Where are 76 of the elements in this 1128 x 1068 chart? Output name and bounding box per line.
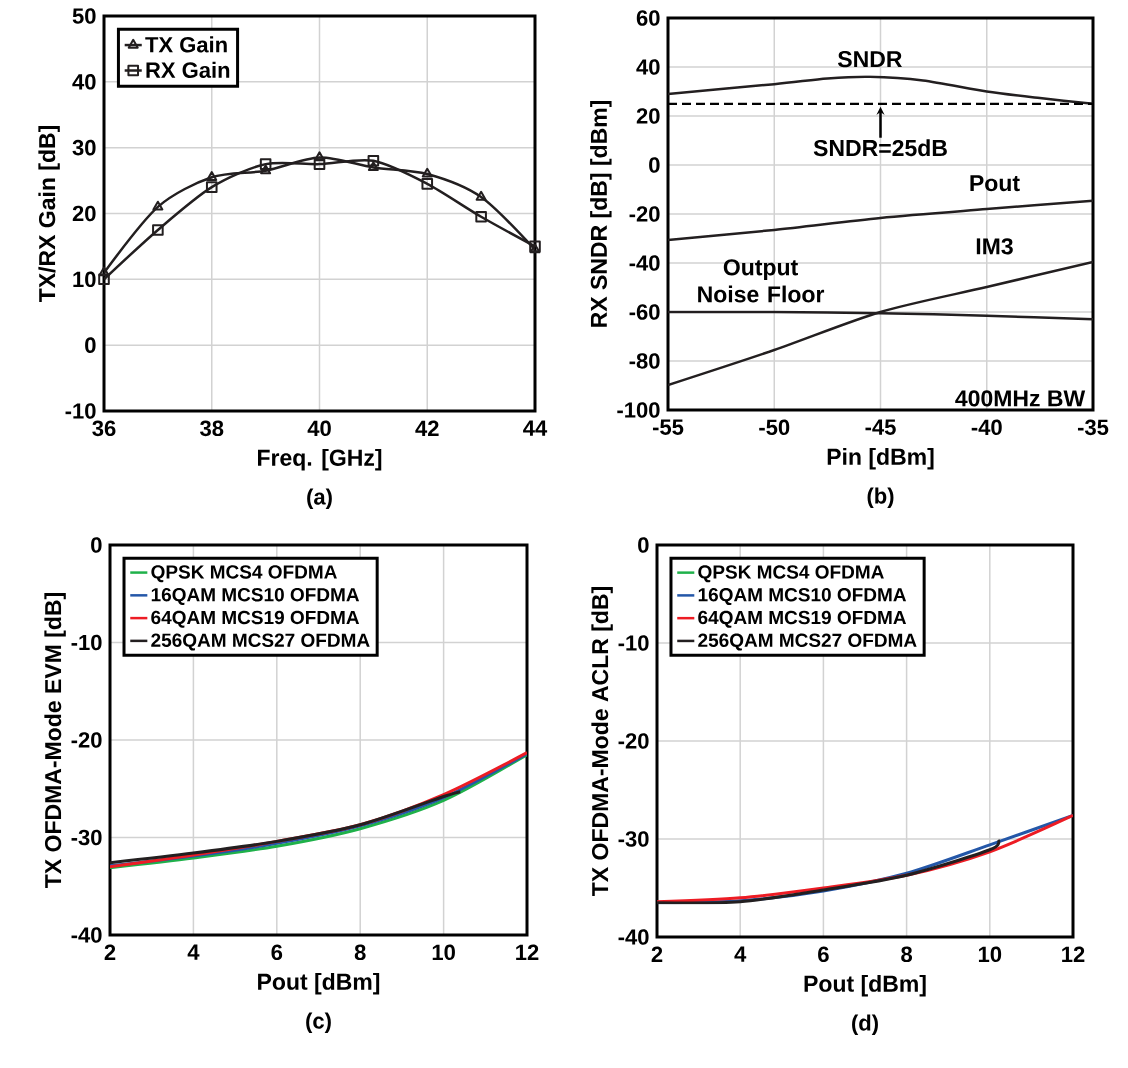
y-tick-label: -40 [618, 929, 649, 945]
legend-label: 64QAM MCS19 OFDMA [151, 610, 360, 628]
legend-label: SNDR=25dB [813, 139, 947, 157]
y-tick-label: 10 [73, 271, 96, 288]
text: (b) [867, 487, 894, 509]
y-tick-label: 20 [636, 108, 660, 124]
x-axis-title: Pin [dBm] [827, 447, 934, 470]
y-tick-label: 30 [72, 139, 96, 156]
y-tick-label: -40 [71, 927, 102, 943]
x-tick-label: 40 [307, 420, 331, 437]
legend-label: 256QAM MCS27 OFDMA [698, 633, 917, 651]
series-label: Pout [970, 175, 1020, 192]
x-tick-label: 8 [901, 946, 913, 963]
y-tick-label: 60 [636, 10, 660, 26]
y-tick-label: 0 [638, 537, 649, 553]
y-tick-label: 40 [636, 59, 660, 75]
legend-label: 16QAM MCS10 OFDMA [698, 588, 907, 606]
x-tick-label: 2 [651, 946, 663, 962]
text: (a) [307, 488, 332, 510]
legend-label: QPSK MCS4 OFDMA [151, 565, 337, 583]
x-tick-label: 42 [415, 420, 439, 436]
x-tick-label: -40 [971, 419, 1002, 436]
y-tick-label: -20 [71, 732, 102, 748]
x-tick-label: 10 [432, 944, 455, 961]
x-tick-label: 6 [271, 944, 283, 961]
x-tick-label: -35 [1077, 419, 1109, 436]
legend-label: 256QAM MCS27 OFDMA [151, 633, 370, 651]
series-label: SNDR [837, 50, 902, 68]
y-tick-label: -30 [618, 831, 649, 847]
y-tick-label: -80 [629, 353, 660, 369]
y-axis-title: RX SNDR [dB] [dBm] [590, 100, 612, 327]
legend-label: QPSK MCS4 OFDMA [698, 565, 884, 583]
x-tick-label: 36 [92, 420, 116, 437]
x-tick-label: 38 [200, 420, 224, 437]
legend-label: TX Gain [145, 36, 227, 53]
y-tick-label: 0 [91, 537, 102, 553]
x-axis-title: Pout [dBm] [258, 972, 380, 995]
x-tick-label: 2 [104, 944, 116, 960]
x-tick-label: 4 [187, 944, 200, 960]
y-tick-label: -10 [618, 635, 649, 651]
x-tick-label: 4 [734, 946, 747, 962]
y-axis-title: TX/RX Gain [dB] [38, 125, 60, 303]
x-tick-label: 6 [818, 946, 829, 963]
x-tick-label: 8 [354, 944, 366, 961]
series-label: Output Noise Floor [698, 259, 825, 303]
x-tick-label: 44 [523, 420, 548, 436]
y-tick-label: 0 [649, 157, 660, 173]
y-tick-label: -30 [71, 829, 102, 846]
legend-label: RX Gain [146, 61, 230, 78]
y-tick-label: -60 [629, 304, 660, 320]
x-tick-label: -50 [759, 419, 790, 436]
y-tick-label: 20 [72, 205, 96, 222]
y-tick-label: -20 [618, 733, 649, 749]
y-tick-label: -10 [71, 634, 102, 651]
y-axis-title: TX OFDMA-Mode ACLR [dB] [591, 587, 613, 896]
y-tick-label: -10 [65, 403, 96, 419]
x-tick-label: 12 [1062, 946, 1085, 962]
x-tick-label: 12 [516, 944, 539, 960]
text: (c) [306, 1012, 331, 1034]
y-tick-label: 50 [72, 8, 96, 24]
y-tick-label: 40 [72, 74, 96, 90]
legend-label: 16QAM MCS10 OFDMA [151, 587, 360, 605]
y-tick-label: -20 [629, 206, 660, 222]
x-tick-label: -45 [865, 419, 896, 435]
y-tick-label: -40 [629, 255, 660, 271]
x-tick-label: -55 [652, 419, 684, 435]
y-tick-label: 0 [85, 337, 96, 353]
text: (d) [852, 1014, 878, 1036]
legend-label: 64QAM MCS19 OFDMA [698, 610, 907, 628]
annotation: 400MHz BW [955, 390, 1086, 407]
series-label: IM3 [976, 238, 1013, 255]
y-tick-label: -100 [617, 402, 660, 418]
x-axis-title: Freq. [GHz] [258, 448, 382, 471]
x-axis-title: Pout [dBm] [804, 974, 926, 997]
x-tick-label: 10 [978, 946, 1002, 963]
y-axis-title: TX OFDMA-Mode EVM [dB] [44, 593, 66, 888]
